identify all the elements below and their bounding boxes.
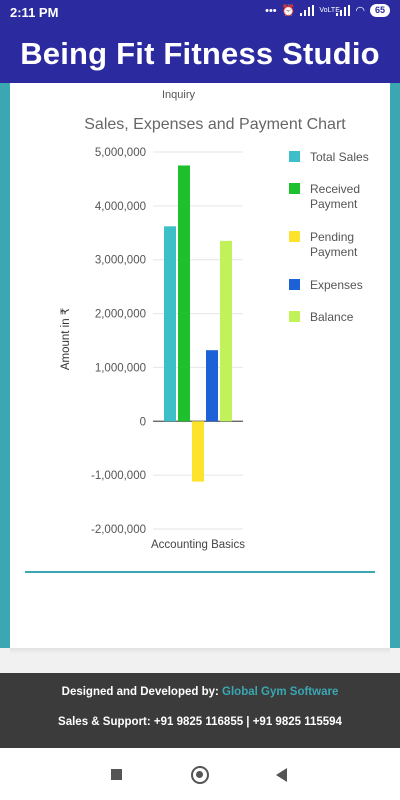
y-tick-label: 2,000,000	[95, 309, 146, 321]
bar-expenses	[206, 350, 218, 422]
signal-icon-2	[336, 5, 351, 16]
chart-title: Sales, Expenses and Payment Chart	[84, 116, 346, 133]
bar-total-sales	[164, 226, 176, 422]
legend-swatch-received-payment	[289, 183, 300, 194]
content-area[interactable]: Inquiry Sales, Expenses and Payment Char…	[0, 83, 400, 673]
bar-received-payment	[178, 165, 190, 422]
battery-icon: 65	[369, 4, 390, 17]
legend-label-received-payment: Payment	[310, 197, 358, 211]
recent-apps-icon[interactable]	[111, 769, 122, 780]
legend-swatch-expenses	[289, 279, 300, 290]
designed-by-label: Designed and Developed by:	[61, 686, 223, 698]
y-tick-label: -2,000,000	[91, 524, 146, 536]
card-shadow	[0, 648, 400, 673]
legend-swatch-balance	[289, 311, 300, 322]
legend-label-pending-payment: Payment	[310, 245, 358, 259]
system-nav-bar	[0, 748, 400, 800]
volte-icon: VoLTE	[319, 7, 340, 14]
y-tick-label: 4,000,000	[95, 201, 146, 213]
legend-swatch-pending-payment	[289, 231, 300, 242]
home-icon[interactable]	[191, 766, 209, 784]
footer-support: Sales & Support: +91 9825 116855 | +91 9…	[58, 716, 342, 728]
back-icon[interactable]	[276, 768, 287, 782]
legend-label-received-payment: Received	[310, 182, 360, 196]
y-axis-label: Amount in ₹	[60, 307, 72, 370]
bar-balance	[220, 240, 232, 422]
legend-label-balance: Balance	[310, 310, 354, 324]
y-tick-label: 5,000,000	[95, 147, 146, 159]
alarm-icon: ⏰	[281, 5, 296, 17]
legend-label-total-sales: Total Sales	[310, 150, 369, 164]
wifi-icon: ◠	[355, 5, 365, 17]
footer-credits: Designed and Developed by: Global Gym So…	[0, 686, 400, 698]
app-header: Being Fit Fitness Studio	[0, 25, 400, 83]
y-tick-label: 0	[140, 416, 146, 428]
app-title: Being Fit Fitness Studio	[20, 36, 380, 71]
status-time: 2:11 PM	[10, 5, 59, 20]
x-axis-label: Accounting Basics	[151, 539, 245, 551]
section-divider	[25, 571, 375, 573]
legend-label-pending-payment: Pending	[310, 230, 354, 244]
signal-icon	[300, 5, 315, 16]
footer: Designed and Developed by: Global Gym So…	[0, 673, 400, 748]
y-tick-label: -1,000,000	[91, 470, 146, 482]
chart-card: Inquiry Sales, Expenses and Payment Char…	[10, 83, 390, 648]
bar-pending-payment	[192, 421, 204, 482]
sales-chart: Sales, Expenses and Payment Chart 5,000,0…	[60, 116, 369, 551]
inquiry-section-label: Inquiry	[162, 89, 196, 101]
status-bar: 2:11 PM ••• ⏰ VoLTE ◠ 65	[0, 0, 400, 25]
developer-link[interactable]: Global Gym Software	[222, 686, 339, 698]
y-tick-label: 1,000,000	[95, 362, 146, 374]
legend-label-expenses: Expenses	[310, 278, 363, 292]
y-tick-label: 3,000,000	[95, 255, 146, 267]
status-icons: ••• ⏰ VoLTE ◠ 65	[265, 4, 390, 17]
legend-swatch-total-sales	[289, 151, 300, 162]
notification-dot-icon: •••	[265, 4, 277, 17]
